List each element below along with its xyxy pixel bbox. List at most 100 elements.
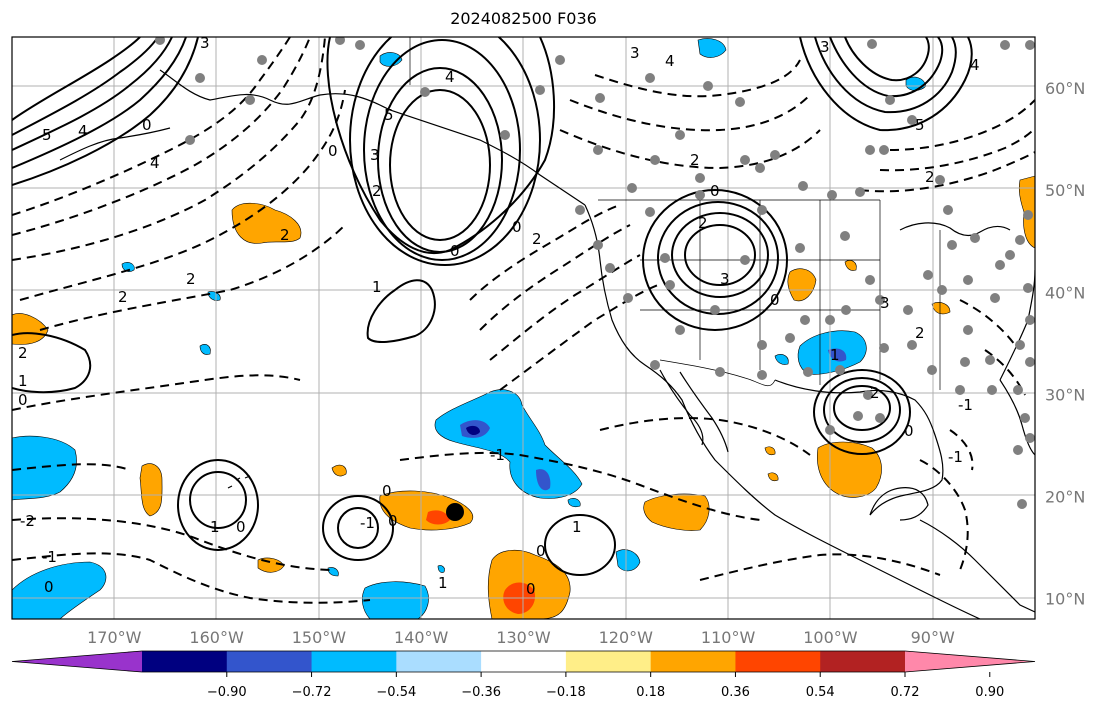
colorbar-tick-label: −0.90: [207, 685, 247, 700]
darkblue-core: [828, 348, 847, 362]
darkblue-core: [536, 469, 551, 491]
longitude-label: 150°W: [292, 628, 347, 647]
contour-label: 4: [78, 122, 88, 140]
great-lakes: [899, 222, 1011, 237]
central-america-coast: [919, 519, 1035, 613]
blue-region: [207, 291, 221, 301]
contour-label: 0: [526, 580, 536, 598]
contour-label: 2: [698, 214, 708, 232]
contour-label: 0: [512, 218, 522, 236]
contour-label: 2: [915, 324, 925, 342]
florida-coast: [999, 379, 1035, 456]
contour-label: 3: [370, 146, 380, 164]
contour-label: -1: [490, 446, 505, 464]
contour-label: 5: [915, 116, 925, 134]
contour-label: 1: [18, 372, 28, 390]
orange-region: [844, 260, 857, 271]
navy-core: [466, 425, 480, 436]
orange-region: [931, 302, 951, 315]
blue-region: [437, 565, 445, 573]
gulf-coast: [774, 379, 944, 516]
blue-region: [199, 344, 211, 355]
orange-region: [12, 313, 49, 345]
colorbar-segment: [820, 651, 906, 672]
contour-label: 0: [388, 512, 398, 530]
colorbar-segment: [481, 651, 567, 672]
contour-label: -1: [948, 448, 963, 466]
contour-label: 3: [880, 294, 890, 312]
contour-label: -2: [20, 512, 35, 530]
colorbar-extend-high: [905, 651, 1035, 672]
colorbar-segment: [565, 651, 652, 672]
contour-label: 0: [382, 482, 392, 500]
longitude-label: 140°W: [394, 628, 449, 647]
blue-region: [361, 581, 429, 619]
longitude-label: 160°W: [189, 628, 244, 647]
gulf-of-california: [679, 371, 729, 453]
alaska-coast: [159, 69, 586, 206]
longitude-label: 90°W: [911, 628, 955, 647]
latitude-label: 10°N: [1045, 590, 1085, 609]
longitude-label: 110°W: [701, 628, 756, 647]
contour-label: 0: [710, 182, 720, 200]
contour-label: 2: [118, 288, 128, 306]
latitude-label: 30°N: [1045, 385, 1085, 404]
contour-label: 0: [44, 578, 54, 596]
pacific-coast: [584, 204, 981, 619]
latitude-label: 60°N: [1045, 79, 1085, 98]
latitude-label: 20°N: [1045, 487, 1085, 506]
contour-label: 2: [532, 230, 542, 248]
colorbar-tick-label: −0.36: [461, 685, 501, 700]
colorbar-segment: [142, 651, 228, 672]
orange-region: [817, 441, 882, 498]
yucatan-coast: [869, 487, 929, 521]
contour-label: 0: [142, 116, 152, 134]
colorbar-tick-label: −0.54: [376, 685, 416, 700]
contour-label: 1: [830, 346, 840, 364]
contour-label: -1: [42, 548, 57, 566]
contour-label: 2: [372, 182, 382, 200]
map-title: 2024082500 F036: [450, 9, 597, 28]
colorbar-segment: [650, 651, 736, 672]
contour-label: 0: [18, 391, 28, 409]
colorbar-labels: −0.90 −0.72 −0.54 −0.36 −0.18 0.18 0.36 0.54 0.7…: [207, 672, 1004, 700]
longitude-labels: 170°W 160°W 150°W 140°W 130°W 120°W 110°W 100°W…: [87, 628, 955, 647]
contour-label: 0: [770, 291, 780, 309]
orange-region: [331, 464, 347, 477]
colorbar-segment: [396, 651, 482, 672]
contour-label: 5: [42, 126, 52, 144]
blue-region: [12, 561, 107, 619]
contour-label: 3: [720, 270, 730, 288]
contour-label: 1: [438, 574, 448, 592]
contour-label: 2: [870, 384, 880, 402]
contour-label: 3: [630, 44, 640, 62]
contour-label: 4: [970, 56, 980, 74]
contour-label: 0: [536, 542, 546, 560]
contour-label: 2: [925, 168, 935, 186]
orange-region: [767, 472, 779, 482]
blue-region: [327, 567, 339, 577]
contour-label: 4: [445, 68, 455, 86]
colorbar-extend-low: [12, 651, 142, 672]
contours-positive: [12, 37, 973, 576]
contour-label: 4: [665, 52, 675, 70]
shaded-anomaly-regions: [12, 38, 1035, 619]
colorbar-segment: [226, 651, 313, 672]
baja-coast: [659, 369, 704, 446]
contour-label: 1: [372, 278, 382, 296]
contours-negative: [12, 37, 1035, 604]
longitude-label: 130°W: [496, 628, 551, 647]
blue-region: [379, 52, 403, 67]
contour-label: 2: [18, 344, 28, 362]
longitude-label: 120°W: [599, 628, 654, 647]
colorbar-tick-label: 0.54: [806, 685, 835, 700]
colorbar-tick-label: 0.90: [975, 685, 1004, 700]
colorbar-tick-label: 0.72: [891, 685, 920, 700]
contour-label: 0: [328, 142, 338, 160]
blue-region: [12, 435, 77, 501]
map-frame: [11, 36, 1036, 620]
contour-label: 1: [572, 518, 582, 536]
contour-label: 2: [186, 270, 196, 288]
orange-region: [231, 202, 302, 244]
